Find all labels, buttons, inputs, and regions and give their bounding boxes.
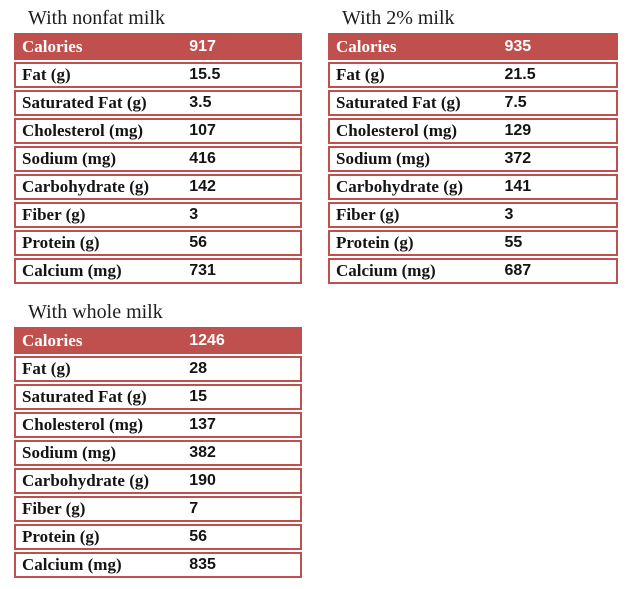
table-body: Fat (g) 28 Saturated Fat (g) 15 Choleste… <box>14 356 302 578</box>
row-value: 3 <box>189 206 199 223</box>
row-label: Carbohydrate (g) <box>336 177 464 196</box>
row-label: Sodium (mg) <box>22 149 116 168</box>
row-label: Cholesterol (mg) <box>22 415 144 434</box>
row-value: 7.5 <box>504 94 527 111</box>
row-label: Fat (g) <box>22 359 71 378</box>
row-value: 3 <box>504 206 514 223</box>
nutrition-table-2pct-milk: With 2% milk Calories 935 Fat (g) 21.5 S… <box>328 6 618 286</box>
table-row: Calcium (mg) 731 <box>14 258 302 284</box>
nutrition-table: Calories 1246 Fat (g) 28 Saturated Fat (… <box>14 327 302 578</box>
row-label: Protein (g) <box>336 233 414 252</box>
table-row: Fiber (g) 3 <box>328 202 618 228</box>
table-body: Fat (g) 15.5 Saturated Fat (g) 3.5 Chole… <box>14 62 302 284</box>
row-value: 372 <box>504 150 532 167</box>
table-row: Fiber (g) 7 <box>14 496 302 522</box>
row-value: 731 <box>189 262 216 279</box>
row-value: 687 <box>504 262 532 279</box>
table-header-row: Calories 935 <box>328 33 618 60</box>
table-row: Saturated Fat (g) 15 <box>14 384 302 410</box>
table-title: With 2% milk <box>342 7 455 29</box>
nutrition-table: Calories 935 Fat (g) 21.5 Saturated Fat … <box>328 33 618 284</box>
row-label: Cholesterol (mg) <box>336 121 458 140</box>
table-title: With nonfat milk <box>28 7 165 29</box>
table-row: Sodium (mg) 416 <box>14 146 302 172</box>
row-value: 3.5 <box>189 94 212 111</box>
row-value: 15 <box>189 388 208 405</box>
row-value: 141 <box>504 178 532 195</box>
table-row: Protein (g) 55 <box>328 230 618 256</box>
table-header-row: Calories 1246 <box>14 327 302 354</box>
table-row: Carbohydrate (g) 141 <box>328 174 618 200</box>
row-value: 190 <box>189 472 216 489</box>
table-row: Cholesterol (mg) 137 <box>14 412 302 438</box>
nutrition-table: Calories 917 Fat (g) 15.5 Saturated Fat … <box>14 33 302 284</box>
row-value: 142 <box>189 178 216 195</box>
table-row: Saturated Fat (g) 7.5 <box>328 90 618 116</box>
row-value: 416 <box>189 150 216 167</box>
row-value: 382 <box>189 444 216 461</box>
row-label: Fiber (g) <box>336 205 400 224</box>
table-row: Fat (g) 21.5 <box>328 62 618 88</box>
table-body: Fat (g) 21.5 Saturated Fat (g) 7.5 Chole… <box>328 62 618 284</box>
table-title: With whole milk <box>28 301 163 323</box>
table-row: Fiber (g) 3 <box>14 202 302 228</box>
table-row: Carbohydrate (g) 142 <box>14 174 302 200</box>
row-label: Carbohydrate (g) <box>22 471 150 490</box>
row-value: 137 <box>189 416 216 433</box>
table-row: Saturated Fat (g) 3.5 <box>14 90 302 116</box>
table-row: Calcium (mg) 687 <box>328 258 618 284</box>
table-row: Protein (g) 56 <box>14 524 302 550</box>
table-row: Fat (g) 15.5 <box>14 62 302 88</box>
nutrition-table-whole-milk: With whole milk Calories 1246 Fat (g) 28… <box>14 300 302 580</box>
row-value: 28 <box>189 360 208 377</box>
row-label: Cholesterol (mg) <box>22 121 144 140</box>
row-label: Sodium (mg) <box>336 149 430 168</box>
header-value: 1246 <box>189 331 225 349</box>
row-label: Calcium (mg) <box>336 261 436 280</box>
header-label: Calories <box>22 36 83 56</box>
table-row: Calcium (mg) 835 <box>14 552 302 578</box>
row-label: Fiber (g) <box>22 499 86 518</box>
table-row: Cholesterol (mg) 107 <box>14 118 302 144</box>
table-row: Sodium (mg) 372 <box>328 146 618 172</box>
table-row: Cholesterol (mg) 129 <box>328 118 618 144</box>
row-label: Calcium (mg) <box>22 261 122 280</box>
row-value: 21.5 <box>504 66 536 83</box>
row-label: Fat (g) <box>22 65 71 84</box>
row-label: Carbohydrate (g) <box>22 177 150 196</box>
row-label: Protein (g) <box>22 527 100 546</box>
header-label: Calories <box>22 330 83 350</box>
row-value: 7 <box>189 500 199 517</box>
row-value: 56 <box>189 528 208 545</box>
nutrition-table-nonfat-milk: With nonfat milk Calories 917 Fat (g) 15… <box>14 6 302 286</box>
row-label: Fiber (g) <box>22 205 86 224</box>
header-value: 935 <box>504 37 532 55</box>
row-value: 129 <box>504 122 532 139</box>
header-value: 917 <box>189 37 216 55</box>
row-label: Saturated Fat (g) <box>336 93 461 112</box>
row-value: 107 <box>189 122 216 139</box>
row-label: Saturated Fat (g) <box>22 93 147 112</box>
row-label: Protein (g) <box>22 233 100 252</box>
table-row: Protein (g) 56 <box>14 230 302 256</box>
header-label: Calories <box>336 36 397 56</box>
table-row: Sodium (mg) 382 <box>14 440 302 466</box>
row-value: 55 <box>504 234 523 251</box>
row-label: Fat (g) <box>336 65 385 84</box>
row-label: Calcium (mg) <box>22 555 122 574</box>
row-value: 15.5 <box>189 66 221 83</box>
table-row: Carbohydrate (g) 190 <box>14 468 302 494</box>
table-row: Fat (g) 28 <box>14 356 302 382</box>
row-value: 56 <box>189 234 208 251</box>
row-value: 835 <box>189 556 216 573</box>
table-header-row: Calories 917 <box>14 33 302 60</box>
row-label: Saturated Fat (g) <box>22 387 147 406</box>
row-label: Sodium (mg) <box>22 443 116 462</box>
